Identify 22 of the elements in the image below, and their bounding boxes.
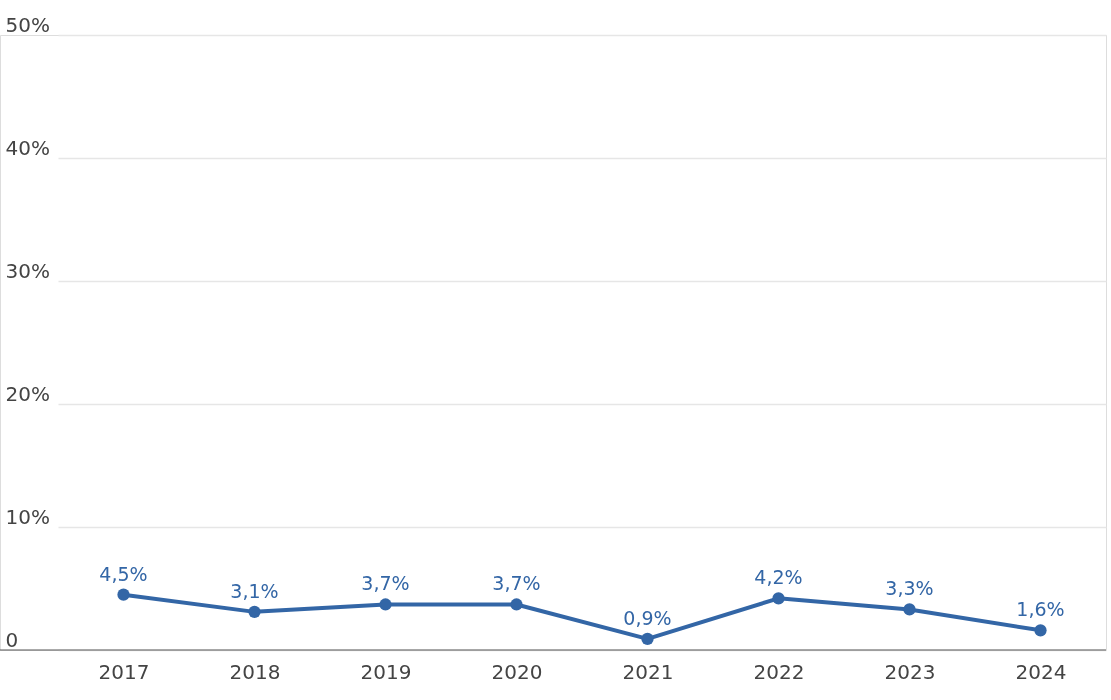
data-label: 3,7% [492, 572, 541, 595]
y-tick-label: 10% [5, 504, 50, 529]
y-tick-label: 20% [5, 381, 50, 406]
data-label: 3,3% [885, 577, 934, 600]
data-label: 4,2% [754, 566, 803, 589]
y-tick-label: 0 [5, 627, 19, 652]
y-tick-label: 50% [5, 12, 50, 37]
y-tick-label: 30% [5, 258, 50, 283]
x-tick-label: 2023 [884, 659, 936, 684]
x-tick-label: 2024 [1015, 659, 1067, 684]
x-tick-label: 2022 [753, 659, 805, 684]
x-tick-label: 2021 [622, 659, 674, 684]
data-label: 0,9% [623, 606, 672, 629]
x-tick-label: 2018 [229, 659, 281, 684]
x-tick-label: 2019 [360, 659, 412, 684]
y-tick-label: 40% [5, 135, 50, 160]
data-label: 3,7% [361, 572, 410, 595]
data-label: 4,5% [99, 562, 148, 585]
x-tick-label: 2017 [98, 659, 150, 684]
data-label: 1,6% [1016, 598, 1065, 621]
data-label: 3,1% [230, 579, 279, 602]
x-tick-label: 2020 [491, 659, 543, 684]
